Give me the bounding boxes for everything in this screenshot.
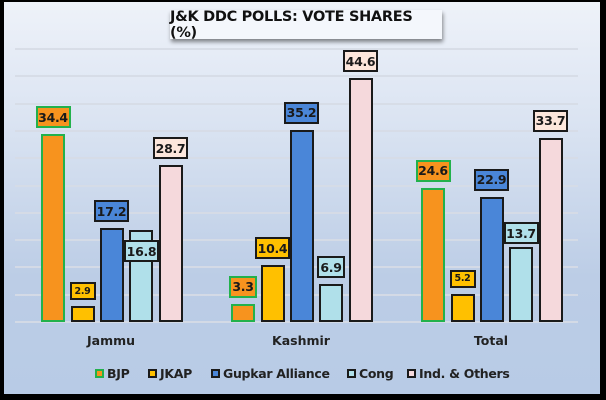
bar-bjp-total (421, 187, 445, 322)
legend: BJP JKAP Gupkar Alliance Cong Ind. & Others (0, 366, 606, 384)
legend-swatch-icon (347, 369, 356, 378)
data-label: 13.7 (503, 222, 539, 245)
bar-jkap-jammu (70, 306, 95, 322)
data-label: 35.2 (284, 101, 319, 124)
bar-jkap-total (450, 293, 475, 322)
gridline (15, 75, 578, 78)
bar-ind-total (538, 137, 563, 322)
data-label: 5.2 (449, 269, 476, 288)
category-label-jammu: Jammu (86, 333, 136, 348)
bar-gupkar-total (479, 196, 504, 322)
legend-label: Ind. & Others (419, 366, 510, 381)
data-label: 28.7 (153, 137, 188, 160)
data-label: 44.6 (343, 50, 378, 73)
data-label: 17.2 (94, 200, 129, 223)
legend-label: BJP (107, 366, 130, 381)
legend-swatch-icon (148, 369, 157, 378)
data-label: 16.8 (124, 240, 159, 263)
gridline (15, 48, 578, 50)
bar-jkap-kashmir (260, 265, 285, 322)
data-label: 33.7 (533, 109, 568, 132)
bar-bjp-kashmir (231, 303, 255, 322)
legend-swatch-icon (407, 369, 416, 378)
bar-bjp-jammu (41, 134, 65, 322)
data-label: 6.9 (317, 256, 345, 279)
legend-item-gupkar: Gupkar Alliance (211, 366, 330, 381)
legend-label: JKAP (160, 366, 192, 381)
data-label: 10.4 (255, 237, 290, 260)
bar-ind-kashmir (348, 78, 373, 322)
legend-item-cong: Cong (347, 366, 394, 381)
data-label: 3.3 (229, 275, 257, 298)
data-label: 22.9 (474, 168, 509, 191)
legend-swatch-icon (95, 369, 104, 378)
bar-ind-jammu (158, 165, 183, 322)
legend-item-bjp: BJP (95, 366, 130, 381)
data-label: 24.6 (415, 159, 451, 182)
legend-label: Cong (359, 366, 394, 381)
bar-gupkar-kashmir (289, 129, 314, 322)
data-label: 2.9 (69, 282, 96, 301)
legend-item-jkap: JKAP (148, 366, 192, 381)
legend-label: Gupkar Alliance (223, 366, 330, 381)
category-label-total: Total (473, 333, 509, 348)
data-label: 34.4 (35, 106, 71, 129)
chart-title: J&K DDC POLLS: VOTE SHARES (%) (170, 9, 442, 41)
bar-cong-kashmir (319, 284, 343, 322)
legend-swatch-icon (211, 369, 220, 378)
bar-gupkar-jammu (99, 228, 124, 322)
bar-cong-total (509, 247, 533, 322)
gridline (15, 321, 578, 323)
legend-item-ind: Ind. & Others (407, 366, 510, 381)
category-label-kashmir: Kashmir (272, 333, 330, 348)
